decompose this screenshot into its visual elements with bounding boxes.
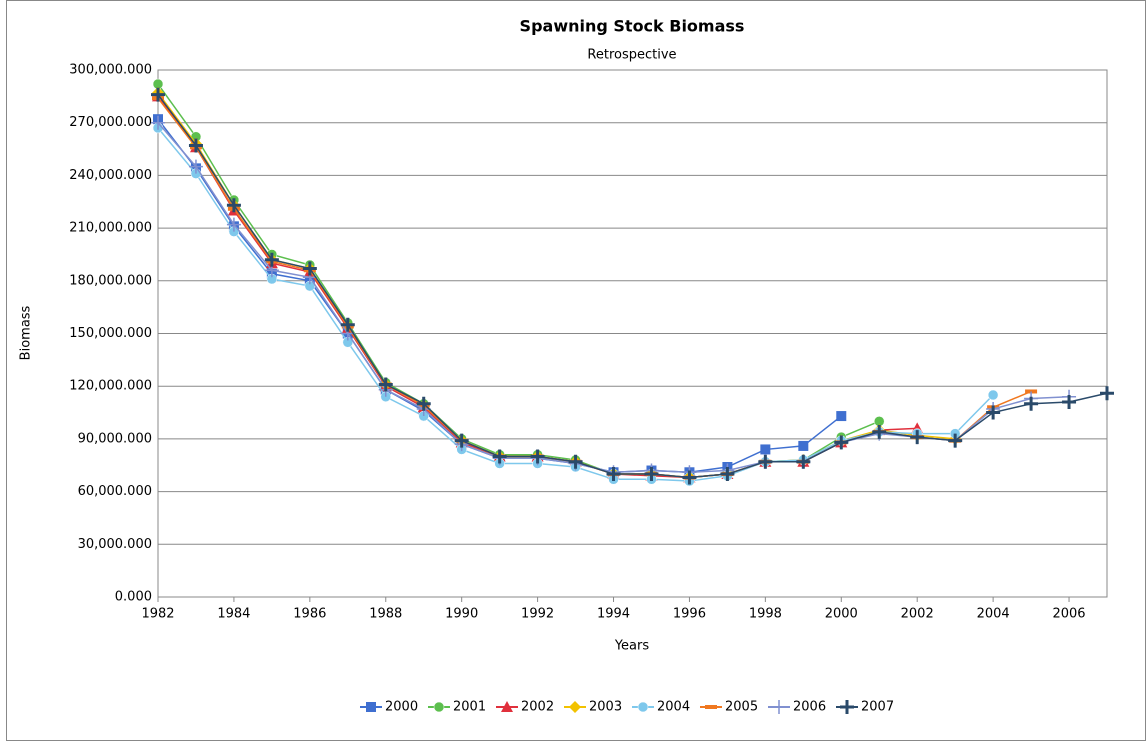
marker [454,433,469,448]
y-tick-label: 0.000 [115,590,152,605]
marker [987,389,999,401]
legend-label: 2001 [453,700,486,715]
y-tick-label: 30,000.000 [78,537,152,552]
legend-label: 2003 [589,700,622,715]
x-tick-label: 1992 [521,607,554,622]
y-tick-label: 90,000.000 [78,431,152,446]
marker [188,159,203,174]
y-tick-label: 270,000.000 [69,115,152,130]
marker [1024,396,1039,411]
series [151,87,1114,485]
marker [682,470,697,485]
x-tick-label: 1994 [597,607,630,622]
marker [569,701,581,713]
x-tick-label: 1988 [369,607,402,622]
marker [720,467,735,482]
x-tick-label: 1984 [217,607,250,622]
marker [1100,386,1114,401]
marker [798,440,809,451]
legend-label: 2004 [657,700,690,715]
marker [226,198,241,213]
x-tick-label: 2000 [825,607,858,622]
marker [840,700,854,714]
y-tick-label: 180,000.000 [69,273,152,288]
x-tick-label: 2002 [901,607,934,622]
marker [606,467,621,482]
x-tick-label: 1998 [749,607,782,622]
chart-title: Spawning Stock Biomass [520,17,745,36]
marker [151,87,165,102]
x-axis-label: Years [614,639,650,654]
y-tick-label: 300,000.000 [69,63,152,78]
legend-label: 2000 [385,700,418,715]
x-tick-label: 1990 [445,607,478,622]
x-tick-label: 1986 [293,607,326,622]
marker [772,700,786,714]
marker [340,317,355,332]
x-tick-label: 2004 [977,607,1010,622]
marker [948,433,963,448]
marker [433,701,445,713]
marker [188,138,203,153]
marker [416,396,431,411]
marker [758,454,773,469]
marker [302,261,317,276]
legend-label: 2006 [793,700,826,715]
marker [910,430,925,445]
marker [836,411,847,422]
y-tick-label: 60,000.000 [78,484,152,499]
y-tick-label: 240,000.000 [69,168,152,183]
marker [986,405,1001,420]
legend-label: 2002 [521,700,554,715]
y-tick-label: 120,000.000 [69,379,152,394]
marker [796,454,811,469]
marker [151,115,165,130]
marker [568,454,583,469]
marker [530,449,545,464]
marker [834,435,849,450]
legend-label: 2007 [861,700,894,715]
marker [492,449,507,464]
x-tick-label: 1982 [141,607,174,622]
marker [637,701,649,713]
x-tick-label: 2006 [1052,607,1085,622]
y-tick-label: 150,000.000 [69,326,152,341]
marker [760,444,771,455]
marker [644,467,659,482]
marker [1062,395,1077,410]
y-axis-label: Biomass [19,305,34,360]
marker [872,424,887,439]
legend-label: 2005 [725,700,758,715]
marker [366,702,376,712]
marker [501,701,513,712]
x-tick-label: 1996 [673,607,706,622]
y-tick-label: 210,000.000 [69,221,152,236]
chart-subtitle: Retrospective [587,48,676,63]
marker [378,377,393,392]
marker [264,252,279,267]
marker [226,217,241,232]
